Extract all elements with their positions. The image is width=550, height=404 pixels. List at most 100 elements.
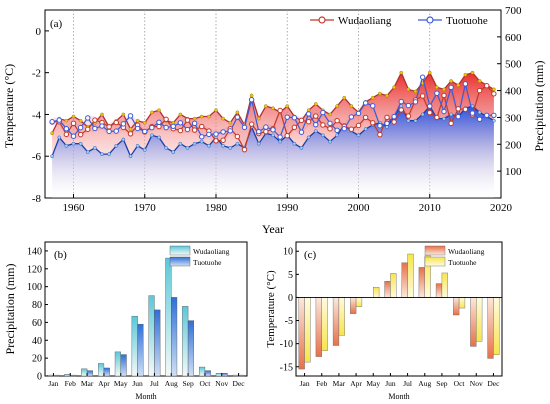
precip-bar-tuotuohe <box>120 354 127 377</box>
tuotuohe-precip-point <box>341 126 347 132</box>
month-tick-label: Sep <box>182 379 194 388</box>
temp-bar-wudaoliang <box>418 267 425 298</box>
precip-bar-wudaoliang <box>47 374 54 377</box>
temp-bar-wudaoliang <box>401 262 408 298</box>
y-tick-label: 80 <box>32 300 42 311</box>
tuotuohe-precip-point <box>241 124 248 131</box>
tuotuohe-precip-point <box>170 123 176 129</box>
wudaoliang-temp-point <box>142 121 147 125</box>
wudaoliang-precip-point <box>313 113 319 119</box>
panel-b-legend: Wudaoliang Tuotuohe <box>169 245 230 267</box>
y-tick-label-left: -2 <box>32 68 41 80</box>
wudaoliang-precip-point <box>334 117 340 124</box>
tuotuohe-precip-point <box>348 114 355 120</box>
wudaoliang-temp-point <box>427 70 432 75</box>
wudaoliang-temp-point <box>100 112 104 117</box>
wudaoliang-temp-point <box>207 114 211 119</box>
legend-label: Wudaoliang <box>448 247 485 256</box>
y-tick-label: 100 <box>27 282 42 293</box>
tuotuohe-precip-point <box>455 113 461 120</box>
x-tick-label: 2010 <box>419 202 442 214</box>
temp-bar-wudaoliang <box>435 283 443 298</box>
tuotuohe-precip-point <box>448 84 454 91</box>
precip-bar-wudaoliang <box>232 374 239 377</box>
panel-c-y-axis-label: Temperature (°C) <box>265 270 277 348</box>
tuotuohe-precip-point <box>291 114 298 121</box>
wudaoliang-precip-point <box>476 87 483 94</box>
tuotuohe-temp-point <box>107 152 111 156</box>
tuotuohe-precip-point <box>191 120 198 127</box>
wudaoliang-temp-point <box>235 110 240 115</box>
wudaoliang-precip-point <box>156 123 162 130</box>
tuotuohe-precip-point <box>248 97 255 103</box>
tuotuohe-precip-point <box>120 121 127 127</box>
precip-bar-tuotuohe <box>221 373 228 377</box>
x-tick-label: 2020 <box>490 202 513 214</box>
y-tick-label: -15 <box>280 362 293 373</box>
panel-c-bars <box>298 253 500 370</box>
precip-bar-tuotuohe <box>70 374 77 377</box>
tuotuohe-temp-point <box>142 148 147 152</box>
tuotuohe-temp-point <box>199 139 204 144</box>
tuotuohe-temp-point <box>221 143 225 148</box>
wudaoliang-temp-point <box>370 95 375 100</box>
temp-bar-tuotuohe <box>373 287 380 298</box>
x-axis-label-year: Year <box>262 222 284 236</box>
tuotuohe-temp-point <box>135 143 140 148</box>
tuotuohe-precip-point <box>334 127 340 134</box>
x-tick-label: 1970 <box>134 202 157 214</box>
month-tick-label: Sep <box>436 379 448 388</box>
tuotuohe-precip-point <box>199 134 205 140</box>
temp-bar-wudaoliang <box>470 297 477 347</box>
y-tick-label-right: 700 <box>505 5 522 17</box>
temp-bar-tuotuohe <box>355 297 363 307</box>
tuotuohe-precip-point <box>384 120 390 127</box>
precip-bar-wudaoliang <box>64 374 71 377</box>
precip-bar-tuotuohe <box>53 374 60 377</box>
tuotuohe-temp-point <box>178 141 183 146</box>
month-tick-label: Jun <box>385 379 396 388</box>
tuotuohe-precip-point <box>427 103 433 109</box>
tuotuohe-temp-point <box>93 146 97 150</box>
wudaoliang-precip-point <box>92 117 98 123</box>
y-axis-label-right: Precipitation (mm) <box>532 61 546 152</box>
y-tick-label: 60 <box>32 318 42 329</box>
wudaoliang-precip-point <box>391 119 397 125</box>
precip-bar-wudaoliang <box>182 306 189 377</box>
y-tick-label-left: -8 <box>32 193 42 205</box>
wudaoliang-temp-point <box>78 118 83 123</box>
wudaoliang-temp-point <box>313 102 318 106</box>
precip-bar-tuotuohe <box>238 374 245 377</box>
wudaoliang-temp-point <box>157 108 161 113</box>
tuotuohe-temp-point <box>292 141 297 146</box>
tuotuohe-temp-point <box>313 129 318 133</box>
wudaoliang-precip-point <box>434 114 440 121</box>
precip-bar-wudaoliang <box>215 373 222 377</box>
wudaoliang-precip-point <box>85 126 91 132</box>
tuotuohe-precip-point <box>156 119 162 125</box>
y-tick-label-right: 200 <box>505 139 522 151</box>
tuotuohe-temp-point <box>492 118 496 123</box>
tuotuohe-precip-point <box>177 120 184 126</box>
tuotuohe-precip-point <box>398 98 404 105</box>
wudaoliang-temp-point <box>470 70 475 75</box>
panel-b-y-axis-label: Precipitation (mm) <box>3 264 17 355</box>
tuotuohe-precip-point <box>419 74 426 80</box>
tuotuohe-precip-point <box>434 90 440 96</box>
tuotuohe-precip-point <box>99 123 105 129</box>
wudaoliang-temp-point <box>135 118 140 123</box>
temp-bar-tuotuohe <box>390 273 397 298</box>
y-tick-label-right: 300 <box>505 112 522 124</box>
panel-a: (a) 1960 1970 1980 1990 2000 2010 2020-8-6-4-2… <box>2 5 546 236</box>
wudaoliang-temp-point <box>228 121 233 125</box>
panel-c-x-axis-label: Month <box>388 392 409 401</box>
wudaoliang-precip-point <box>241 146 248 153</box>
y-tick-label: 10 <box>283 247 293 258</box>
tuotuohe-precip-point <box>56 117 62 123</box>
temp-bar-wudaoliang <box>350 297 357 314</box>
wudaoliang-precip-point <box>213 138 219 144</box>
tuotuohe-precip-point <box>184 126 191 133</box>
x-tick-label: 1960 <box>63 202 86 214</box>
tuotuohe-temp-point <box>71 141 76 146</box>
